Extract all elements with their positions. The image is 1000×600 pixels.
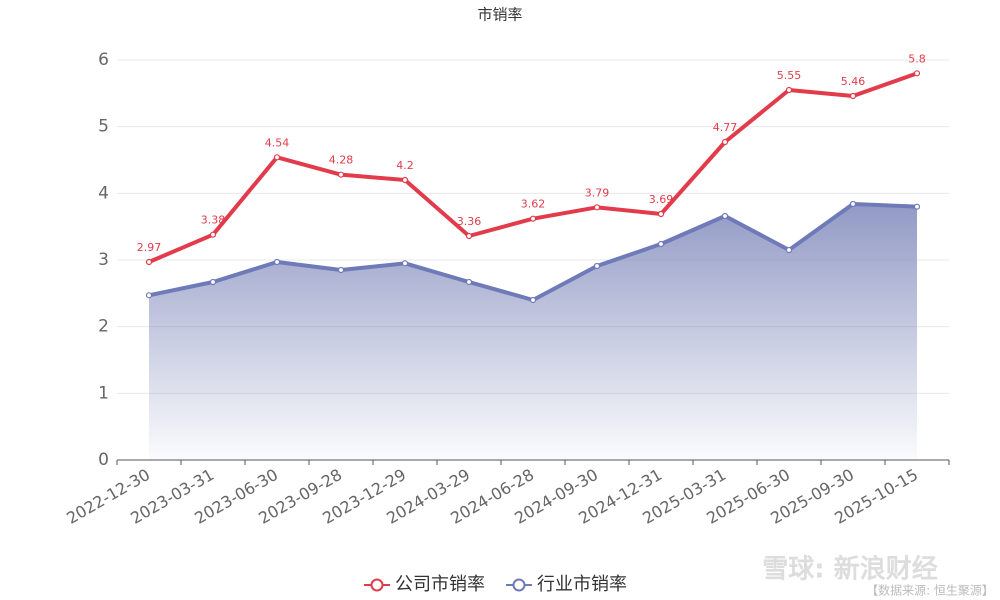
y-tick-label: 6 [98, 50, 109, 70]
point [273, 154, 281, 161]
point [209, 231, 217, 238]
chart-title: 市销率 [477, 6, 522, 24]
legend-marker [370, 578, 384, 592]
point [913, 70, 921, 77]
y-tick-label: 1 [98, 383, 109, 403]
point [337, 266, 345, 274]
area [149, 204, 917, 460]
y-tick-label: 3 [98, 250, 109, 270]
data-label: 3.36 [457, 215, 482, 228]
y-tick-label: 4 [98, 183, 109, 203]
data-label: 3.62 [521, 198, 546, 211]
point [465, 232, 473, 240]
point [721, 212, 729, 220]
legend-label: 公司市销率 [395, 574, 485, 595]
legend-label: 行业市销率 [537, 574, 627, 595]
data-label: 4.77 [713, 121, 738, 134]
point [401, 260, 409, 267]
data-label: 2.97 [137, 241, 162, 254]
source-note: 【数据来源: 恒生聚源】 [866, 583, 994, 598]
point [401, 176, 409, 184]
data-label: 5.46 [841, 75, 866, 88]
point [913, 203, 921, 210]
point [145, 258, 153, 266]
legend-marker [512, 578, 526, 592]
point [337, 171, 345, 178]
data-label: 3.79 [585, 186, 610, 199]
line [148, 71, 918, 264]
point [785, 86, 793, 94]
y-tick-label: 2 [98, 317, 109, 337]
point [593, 262, 601, 270]
point [849, 92, 857, 100]
point [657, 210, 665, 218]
watermark: 雪球: 新浪财经 [762, 554, 937, 585]
data-label: 3.69 [649, 193, 674, 206]
point [273, 258, 281, 266]
point [465, 278, 473, 286]
data-label: 3.38 [201, 214, 226, 227]
data-label: 4.2 [396, 159, 414, 172]
y-tick-label: 5 [98, 117, 109, 137]
data-label: 4.54 [265, 136, 290, 149]
point [209, 278, 217, 286]
point [529, 215, 537, 222]
data-label: 5.55 [777, 69, 802, 82]
point [593, 204, 601, 211]
data-label: 5.8 [908, 52, 926, 65]
point [529, 296, 537, 304]
y-tick-label: 0 [98, 450, 109, 470]
point [849, 200, 857, 208]
point [145, 292, 153, 299]
data-label: 4.28 [329, 154, 354, 167]
point [785, 246, 793, 254]
point [721, 138, 729, 146]
point [657, 240, 665, 248]
